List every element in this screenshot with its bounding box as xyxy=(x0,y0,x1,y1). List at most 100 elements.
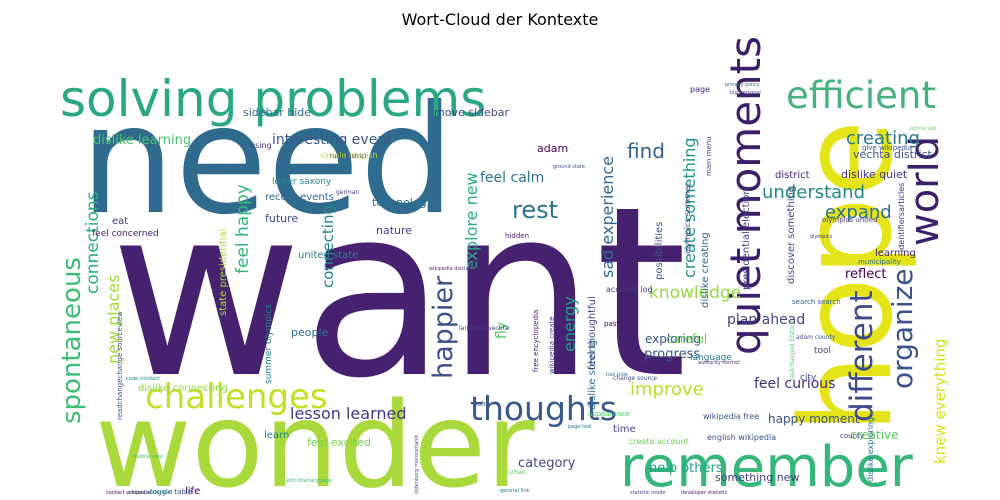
word-city: city xyxy=(800,373,817,383)
word-vechta-district: vechta district xyxy=(853,148,933,161)
word-wikipedia-disclaimer: wikipedia disclaimer xyxy=(429,266,481,272)
word-dislike-quiet: dislike quiet xyxy=(841,168,908,181)
word-main-menu: main menu xyxy=(705,136,713,176)
word-find: find xyxy=(627,139,665,163)
word-world: world xyxy=(902,136,948,246)
word-creating: creating xyxy=(846,128,920,149)
word-search-search: search search xyxy=(792,298,841,306)
word-feel-calm: feel calm xyxy=(480,170,544,186)
word-german: german xyxy=(336,189,359,196)
word-free-encyclopedia: free encyclopedia xyxy=(532,310,540,372)
word-change-source: change source xyxy=(613,375,657,382)
word-happy-moment: happy moment xyxy=(768,412,860,426)
word-expand: expand xyxy=(825,202,892,223)
word-code-conduct: code conduct xyxy=(126,376,160,382)
word-possibilities: possibilities xyxy=(654,222,665,280)
word-happier: happier xyxy=(428,275,459,379)
word-wikipedia-free: wikipedia free xyxy=(703,412,759,421)
word-remember: remember xyxy=(620,435,914,496)
word-page-tool: page tool xyxy=(568,424,592,430)
word-state-presidential: state presidential xyxy=(218,229,229,316)
word-hidden: hidden xyxy=(505,232,529,240)
word-adam: adam xyxy=(537,142,568,155)
word-sidebar-hide: sidebar hide xyxy=(243,106,311,119)
word-give-wikipedia: give wikipedia xyxy=(862,144,912,152)
word-county: county xyxy=(840,432,864,440)
word-improve: improve xyxy=(630,379,704,400)
word-municipality: municipality xyxy=(858,258,901,266)
word-tool: tool xyxy=(814,346,831,356)
word-dislike-connecting: dislike connecting xyxy=(138,383,228,394)
word-adam-county: adam county xyxy=(796,334,836,341)
word-time: time xyxy=(613,424,636,435)
word-reflect: reflect xyxy=(845,267,887,282)
word-help-others: help others xyxy=(649,461,723,476)
word-general-link: general link xyxy=(500,488,530,494)
word-rest: rest xyxy=(512,196,558,224)
word-olympics-summer: olympics summer xyxy=(683,182,692,254)
word-progress: progress xyxy=(644,347,700,362)
word-plan-ahead: plan ahead xyxy=(727,312,805,328)
word-learn: learn xyxy=(264,430,289,441)
word-olympics: olympics xyxy=(810,234,833,240)
word-quiet-moments: quiet moments xyxy=(721,36,770,355)
word-cookie-statement: cookie statement xyxy=(129,490,173,496)
word-interesting-event: interesting event xyxy=(272,132,392,148)
word-urban: urban xyxy=(508,469,526,476)
word-energy: energy xyxy=(560,296,579,352)
word-english-wikipedia: english wikipedia xyxy=(707,433,776,442)
word-past: past xyxy=(604,320,619,328)
word-page: page xyxy=(690,85,710,94)
word-careful: careful xyxy=(666,332,707,346)
word-future: future xyxy=(265,212,298,225)
word-wonder: wonder xyxy=(95,376,535,496)
word-tool-hide: tool hide xyxy=(606,372,628,378)
word-feel-concerned: feel concerned xyxy=(92,229,159,239)
word-toggle-table: toggle table xyxy=(150,488,192,496)
word-united-state: united state xyxy=(298,250,358,261)
word-authority-control: authority control xyxy=(698,360,740,366)
word-feel-curious: feel curious xyxy=(754,376,835,392)
word-district: district xyxy=(775,170,810,181)
word-organize: organize xyxy=(886,268,919,389)
word-recent-events: recent events xyxy=(265,192,334,203)
word-understand: understand xyxy=(762,182,865,203)
word-eat: eat xyxy=(112,216,128,227)
word-language: language xyxy=(690,353,732,363)
word-feel-excited: feel excited xyxy=(307,436,371,449)
word-create-account: create account xyxy=(629,437,689,446)
word-landkreis-vechta: landkreis vechta xyxy=(459,325,509,332)
word-discover-something: discover something xyxy=(786,186,797,284)
word-rural-district: rural district xyxy=(330,153,367,160)
word-technology: technology xyxy=(372,196,434,209)
word-john: john xyxy=(474,400,490,408)
word-sad-experience: sad experience xyxy=(598,156,617,278)
word-olympics-united: olympics united xyxy=(822,216,878,224)
word-contact-wikipedia: contact wikipedia xyxy=(106,490,150,496)
word-appearance: appearance xyxy=(588,410,630,418)
word-need: need xyxy=(80,74,455,248)
word-create-something: create something xyxy=(680,137,699,278)
word-knew-everything: knew everything xyxy=(931,339,949,464)
word-connections: connections xyxy=(83,191,103,294)
word-creative: creative xyxy=(850,428,899,442)
word-log-personal: log personal xyxy=(730,90,761,96)
word-feel-happy: feel happy xyxy=(233,184,253,274)
word-fly: fly xyxy=(494,322,510,339)
word-wikipedia-create: wikipedia create xyxy=(548,316,556,374)
word-dislike-solving: dislike solving xyxy=(587,340,598,410)
word-exploring: exploring xyxy=(645,332,701,346)
word-challenges: challenges xyxy=(145,377,328,417)
word-explore-new: explore new xyxy=(462,172,481,270)
word-people: people xyxy=(291,326,329,339)
word-oldenburg-munsterland: oldenburg münsterland xyxy=(414,435,420,494)
word-ground-state: ground state xyxy=(553,164,585,170)
word-feel-thoughtful: feel thoughtful xyxy=(587,296,598,370)
chart-title: Wort-Cloud der Kontexte xyxy=(401,10,599,29)
word-hope: hope xyxy=(773,120,920,434)
word-article-talk: article talk xyxy=(910,126,937,132)
word-edit-interlanguage: edit interlanguage xyxy=(286,478,332,484)
word-learning: learning xyxy=(875,248,916,259)
word-mobile-view: mobile view xyxy=(133,454,163,460)
word-lesson-learned: lesson learned xyxy=(290,404,407,423)
